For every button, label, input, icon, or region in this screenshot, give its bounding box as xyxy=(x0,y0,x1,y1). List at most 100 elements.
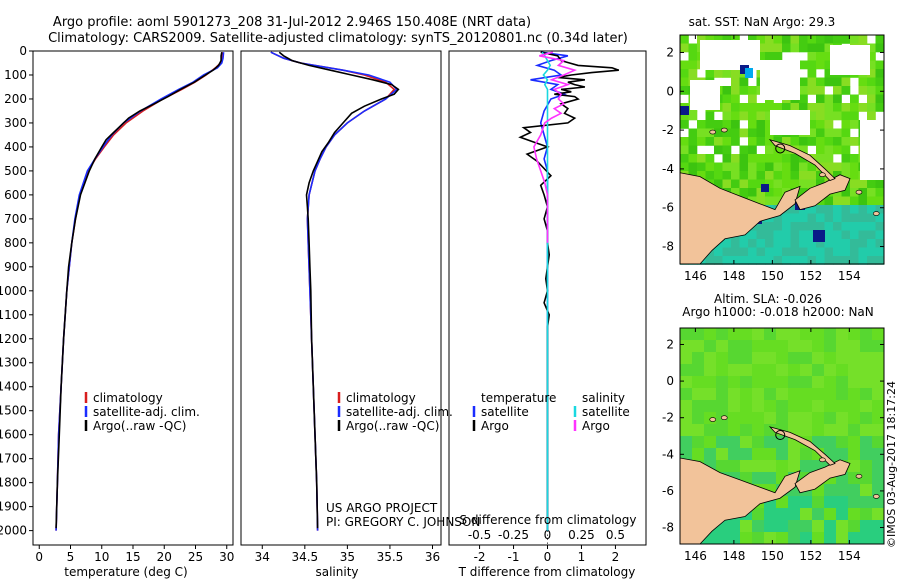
sst-cell xyxy=(833,196,842,206)
sst-cell xyxy=(841,103,851,112)
sst-cell xyxy=(782,137,791,146)
sst-cell xyxy=(807,111,817,121)
sla-cell xyxy=(860,508,872,520)
sst-cell xyxy=(756,230,766,240)
sst-cell xyxy=(867,213,876,223)
sla-cell xyxy=(728,328,740,340)
sla-cell xyxy=(800,508,812,520)
sla-cell xyxy=(752,472,764,484)
sla-cell xyxy=(800,424,812,436)
sla-map-title-1: Altim. SLA: -0.026 xyxy=(714,292,822,306)
sla-cell xyxy=(764,508,776,520)
argo-float-marker xyxy=(775,143,786,154)
sst-cell xyxy=(850,230,859,240)
depth-tick-label: 1800 xyxy=(0,476,27,490)
sst-cell xyxy=(816,213,825,223)
sla-cell xyxy=(824,436,836,448)
sla-cell xyxy=(728,532,740,544)
sst-cell xyxy=(714,247,723,257)
sst-cell xyxy=(816,137,825,146)
sla-cell xyxy=(680,364,692,376)
sst-cell xyxy=(841,77,851,87)
land-new-britain xyxy=(794,174,851,211)
sst-cell xyxy=(858,213,868,223)
map-lat-label: -6 xyxy=(662,484,674,498)
sst-cell xyxy=(756,247,766,257)
sst-cell xyxy=(858,247,868,257)
sst-cell xyxy=(731,35,740,44)
sst-cell xyxy=(722,162,732,172)
sst-cell xyxy=(731,137,740,146)
sla-cell xyxy=(860,424,872,436)
sst-cell xyxy=(765,137,774,146)
sst-cell xyxy=(773,43,783,53)
sst-cell xyxy=(841,171,851,180)
sla-cell xyxy=(848,448,860,460)
sst-cell xyxy=(748,94,757,104)
sst-cell xyxy=(816,145,825,155)
sst-cell xyxy=(714,120,723,129)
sla-cell xyxy=(752,388,764,400)
sla-cell xyxy=(788,388,800,400)
sla-cell xyxy=(812,376,824,388)
map-lat-label: 2 xyxy=(666,45,674,59)
sst-cell xyxy=(782,230,791,240)
sla-cell xyxy=(812,340,824,352)
top-x-tick-label: 0.5 xyxy=(606,528,625,542)
x-tick-label: 30 xyxy=(219,550,234,564)
sst-cell xyxy=(739,162,749,172)
sst-cell xyxy=(697,128,706,138)
sst-cell xyxy=(816,222,825,231)
sst-cell xyxy=(731,188,740,197)
temperature-panel xyxy=(32,50,234,546)
sst-cell xyxy=(799,43,808,53)
sla-cell xyxy=(812,496,824,508)
sla-cell xyxy=(752,436,764,448)
sst-cell xyxy=(867,86,876,95)
sst-cell xyxy=(773,35,783,44)
sst-cell xyxy=(765,179,774,189)
sla-cell xyxy=(680,328,692,340)
sst-cell xyxy=(765,256,774,265)
sst-cell xyxy=(807,128,817,138)
sla-cell xyxy=(836,484,848,496)
sst-cell xyxy=(697,35,706,44)
sst-cell xyxy=(773,145,783,155)
sla-cell xyxy=(812,436,824,448)
sla-cell xyxy=(860,448,872,460)
sla-cell xyxy=(788,376,800,388)
sla-cell xyxy=(776,412,788,424)
sla-cell xyxy=(764,388,776,400)
sst-cell xyxy=(824,77,834,87)
land-island xyxy=(819,457,826,463)
sst-cell xyxy=(748,188,757,197)
sla-cell xyxy=(764,436,776,448)
sla-cell xyxy=(728,376,740,388)
sst-cell xyxy=(756,222,766,231)
sst-cell xyxy=(722,111,732,121)
sst-cell xyxy=(850,154,859,163)
sla-cell xyxy=(824,424,836,436)
sst-cell xyxy=(680,60,689,70)
sst-cell xyxy=(867,52,876,61)
sla-cell xyxy=(752,412,764,424)
sst-cell xyxy=(790,205,800,214)
sst-cell xyxy=(875,35,885,44)
sst-cell xyxy=(748,128,757,138)
sst-cell xyxy=(765,103,774,112)
sla-cell xyxy=(848,424,860,436)
sla-cell xyxy=(776,328,788,340)
sst-cell xyxy=(722,179,732,189)
sst-cell xyxy=(739,128,749,138)
sst-anomaly-cell xyxy=(761,184,769,192)
sla-cell xyxy=(704,436,716,448)
sst-cell xyxy=(773,154,783,163)
x-tick-label: 2 xyxy=(612,550,620,564)
sst-cell xyxy=(782,247,791,257)
sla-cell xyxy=(788,508,800,520)
sla-cell xyxy=(764,364,776,376)
map-lat-label: 0 xyxy=(666,374,674,388)
series-line-argo-raw-qc- xyxy=(278,51,400,529)
sst-cell xyxy=(748,256,757,265)
sst-cell xyxy=(680,111,689,121)
